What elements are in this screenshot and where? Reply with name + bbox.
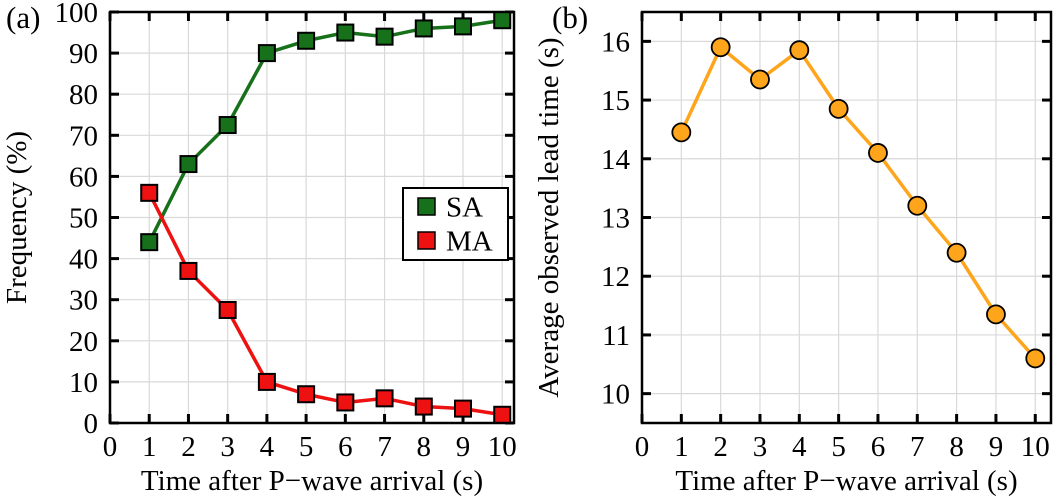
x-tick-label: 4 [792, 431, 807, 463]
x-tick-label: 2 [181, 431, 196, 463]
legend-label-SA: SA [446, 192, 483, 224]
y-tick-label: 70 [69, 120, 98, 152]
data-point-MA [140, 183, 159, 202]
y-tick-label: 13 [601, 203, 630, 235]
data-point-Average observed lead time [907, 195, 928, 216]
x-tick-label: 3 [753, 431, 768, 463]
data-point-MA [454, 399, 473, 418]
series-line-MA [147, 192, 503, 417]
series-line-Average observed lead time [679, 45, 1037, 360]
y-tick-label: 10 [69, 367, 98, 399]
plot-border [640, 10, 1053, 425]
y-tick-label: 0 [84, 408, 99, 440]
data-point-MA [297, 385, 316, 404]
data-point-Average observed lead time [868, 143, 888, 163]
y-tick-label: 50 [69, 203, 98, 235]
panel-a-label: (a) [6, 0, 41, 35]
data-point-Average observed lead time [986, 304, 1006, 325]
y-tick-label: 60 [69, 161, 98, 193]
y-tick-label: 80 [69, 79, 98, 111]
x-tick-label: 9 [456, 431, 471, 463]
x-tick-label: 5 [299, 431, 314, 463]
x-tick-label: 10 [1021, 431, 1050, 463]
data-point-MA [414, 397, 433, 416]
y-tick-label: 14 [601, 144, 631, 176]
legend-swatch-MA [417, 231, 436, 250]
data-point-SA [257, 44, 276, 63]
y-tick-label: 15 [601, 85, 630, 117]
data-point-SA [179, 155, 198, 174]
data-point-Average observed lead time [1025, 348, 1046, 369]
y-tick-label: 30 [69, 285, 98, 317]
legend-label-MA: MA [446, 226, 493, 258]
x-axis-label: Time after P−wave arrival (s) [141, 465, 483, 497]
data-point-SA [493, 11, 512, 30]
data-point-MA [336, 393, 355, 412]
x-tick-label: 9 [989, 431, 1004, 463]
data-point-Average observed lead time [946, 242, 967, 263]
y-tick-label: 100 [55, 0, 99, 29]
x-tick-label: 7 [377, 431, 392, 463]
y-tick-label: 11 [602, 320, 630, 352]
data-point-SA [297, 31, 316, 50]
legend-swatch-SA [417, 197, 436, 216]
data-point-MA [179, 261, 198, 280]
data-point-Average observed lead time [750, 69, 770, 90]
data-point-SA [375, 27, 394, 46]
data-point-Average observed lead time [710, 37, 731, 58]
data-point-SA [218, 116, 237, 135]
y-tick-label: 40 [69, 244, 98, 276]
x-tick-label: 10 [488, 431, 517, 463]
y-tick-label: 20 [69, 326, 98, 358]
data-point-MA [375, 389, 394, 408]
y-axis-label: Average observed lead time (s) [533, 37, 565, 397]
panel-b-label: (b) [552, 0, 589, 35]
x-tick-label: 7 [910, 431, 925, 463]
data-point-SA [140, 233, 159, 252]
x-tick-label: 2 [713, 431, 728, 463]
x-tick-label: 4 [260, 431, 275, 463]
data-point-SA [336, 23, 355, 42]
series-line-SA [147, 18, 503, 243]
x-tick-label: 3 [220, 431, 235, 463]
x-tick-label: 0 [635, 431, 650, 463]
data-point-Average observed lead time [828, 98, 849, 119]
y-axis-label: Frequency (%) [1, 131, 33, 304]
data-point-Average observed lead time [671, 122, 692, 143]
data-point-MA [493, 405, 512, 424]
x-tick-label: 0 [103, 431, 118, 463]
data-point-SA [454, 17, 473, 36]
y-tick-label: 90 [69, 38, 98, 70]
x-tick-label: 5 [831, 431, 846, 463]
x-axis-label: Time after P−wave arrival (s) [675, 465, 1017, 497]
x-tick-label: 6 [338, 431, 353, 463]
x-tick-label: 1 [142, 431, 157, 463]
data-point-SA [414, 19, 433, 38]
y-tick-label: 10 [601, 379, 630, 411]
y-tick-label: 12 [601, 261, 630, 293]
data-point-MA [257, 372, 276, 391]
data-point-Average observed lead time [789, 40, 810, 61]
plot-border [108, 10, 516, 425]
data-point-MA [218, 300, 237, 319]
x-tick-label: 6 [871, 431, 886, 463]
x-tick-label: 8 [949, 431, 964, 463]
x-tick-label: 8 [417, 431, 432, 463]
y-tick-label: 16 [601, 26, 630, 58]
x-tick-label: 1 [674, 431, 689, 463]
